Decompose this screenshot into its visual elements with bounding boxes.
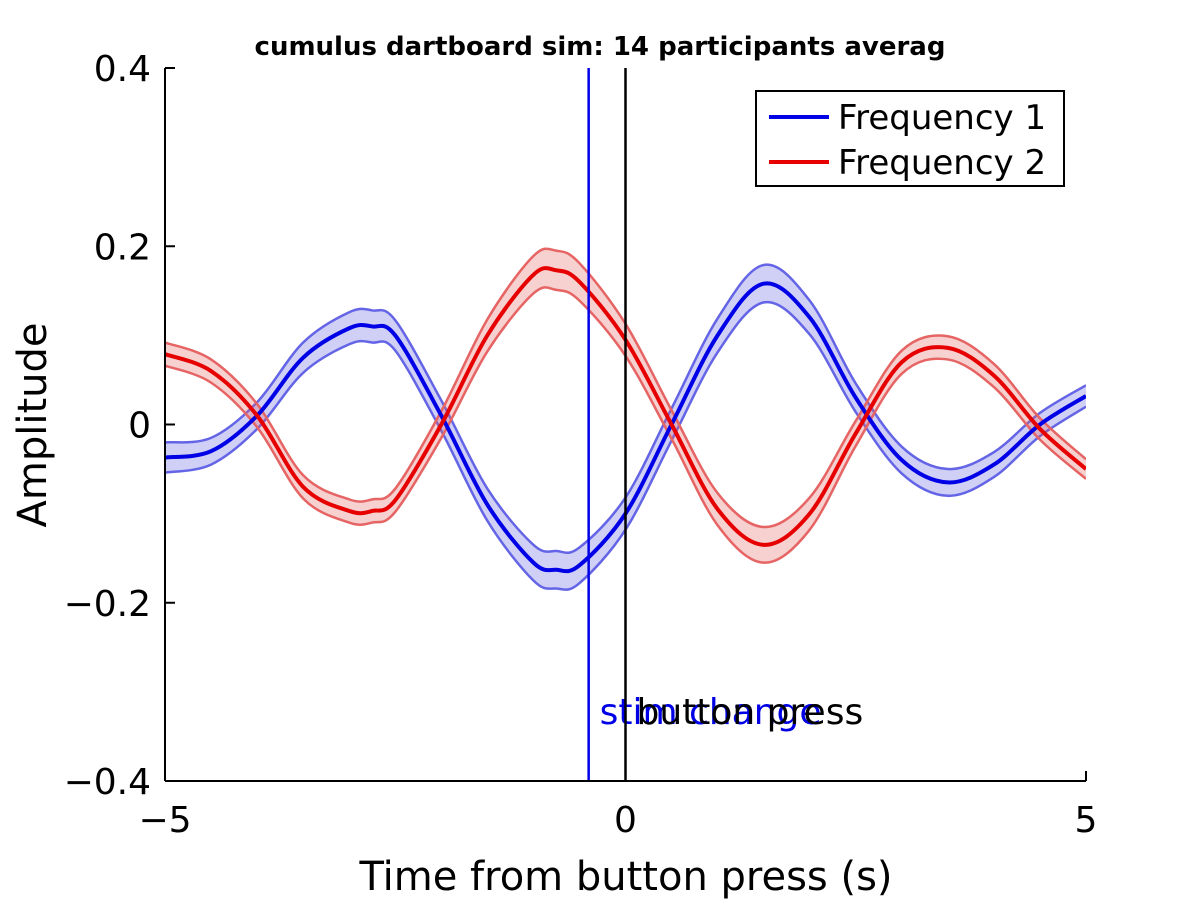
y-tick-label: 0 [128,406,151,447]
y-tick-label: 0.4 [94,49,151,90]
series-2-band-upper [165,247,1086,529]
axes: −0.4 −0.2 0 0.2 0.4 −5 0 5 [64,49,1098,841]
y-tick-label: −0.2 [64,584,151,625]
event-label-2: button press [637,692,864,733]
series-2-line [165,266,1086,547]
x-tick-label: 0 [614,800,637,841]
event-label-1: stim change [600,692,822,733]
x-axis-label: Time from button press (s) [358,854,892,900]
y-axis-label: Amplitude [10,323,56,528]
chart-title: cumulus dartboard sim: 14 participants a… [255,32,946,62]
series-2-band-lower [165,286,1086,564]
series-1-line [165,281,1086,574]
series-lines [165,266,1086,574]
legend: Frequency 1 Frequency 2 [755,90,1065,187]
legend-box [755,90,1065,187]
legend-label-1: Frequency 1 [838,98,1046,138]
legend-label-2: Frequency 2 [838,143,1046,183]
x-tick-label: 5 [1075,800,1098,841]
y-tick-label: −0.4 [64,762,151,803]
series-1-band-lower [165,300,1086,591]
y-tick-label: 0.2 [94,227,151,268]
series-1-band [165,264,1086,590]
x-tick-label: −5 [138,800,191,841]
